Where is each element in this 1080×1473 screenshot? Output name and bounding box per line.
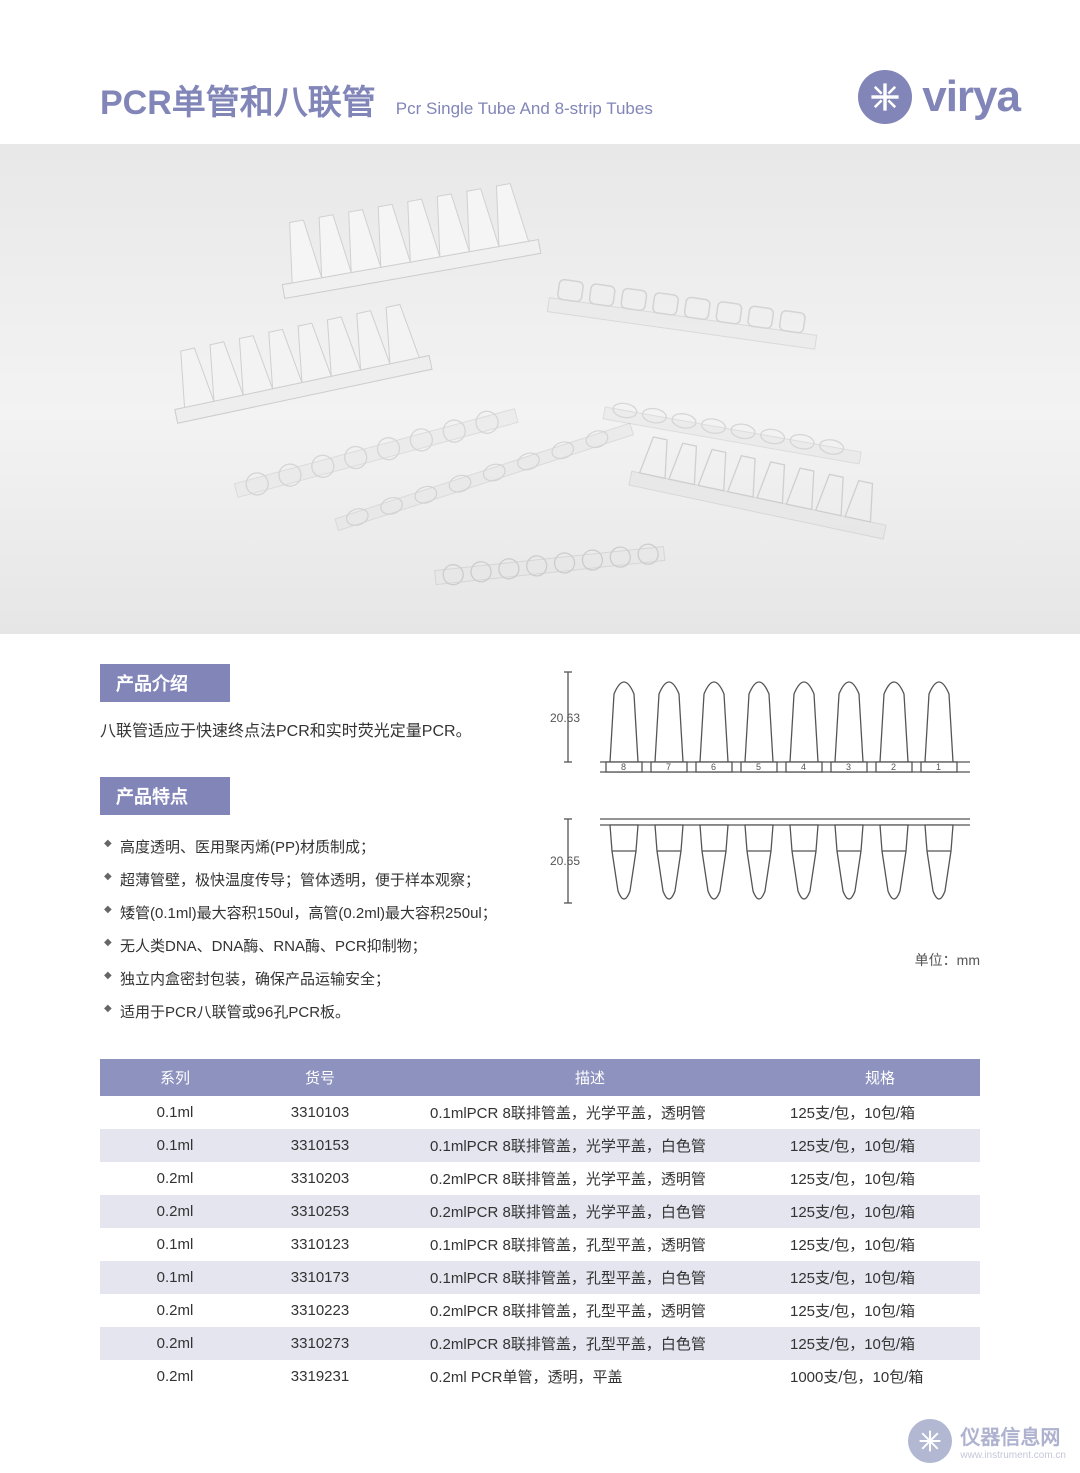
- section-intro-label: 产品介绍: [100, 664, 230, 702]
- table-cell: 3310123: [250, 1228, 390, 1261]
- col-header-code: 货号: [250, 1059, 390, 1096]
- table-cell: 125支/包，10包/箱: [760, 1162, 980, 1195]
- table-row: 0.1ml33101530.1mlPCR 8联排管盖，光学平盖，白色管125支/…: [100, 1129, 980, 1162]
- feature-item: 矮管(0.1ml)最大容积150ul，高管(0.2ml)最大容积250ul；: [100, 897, 520, 930]
- table-row: 0.1ml33101230.1mlPCR 8联排管盖，孔型平盖，透明管125支/…: [100, 1228, 980, 1261]
- table-cell: 0.1mlPCR 8联排管盖，孔型平盖，白色管: [390, 1261, 760, 1294]
- title-block: PCR单管和八联管 Pcr Single Tube And 8-strip Tu…: [100, 75, 653, 124]
- table-cell: 125支/包，10包/箱: [760, 1228, 980, 1261]
- table-cell: 3319231: [250, 1360, 390, 1393]
- table-cell: 0.2ml: [100, 1162, 250, 1195]
- table-cell: 3310153: [250, 1129, 390, 1162]
- col-header-spec: 规格: [760, 1059, 980, 1096]
- svg-text:2: 2: [891, 762, 896, 772]
- table-row: 0.2ml33102030.2mlPCR 8联排管盖，光学平盖，透明管125支/…: [100, 1162, 980, 1195]
- table-row: 0.1ml33101730.1mlPCR 8联排管盖，孔型平盖，白色管125支/…: [100, 1261, 980, 1294]
- svg-text:3: 3: [846, 762, 851, 772]
- brand-logo: virya: [858, 70, 1020, 124]
- brand-logo-icon: [858, 70, 912, 124]
- table-cell: 0.2mlPCR 8联排管盖，光学平盖，透明管: [390, 1162, 760, 1195]
- col-header-series: 系列: [100, 1059, 250, 1096]
- table-cell: 0.1mlPCR 8联排管盖，光学平盖，透明管: [390, 1096, 760, 1129]
- section-features-label: 产品特点: [100, 777, 230, 815]
- table-cell: 125支/包，10包/箱: [760, 1129, 980, 1162]
- brand-name: virya: [922, 72, 1020, 122]
- table-cell: 0.1ml: [100, 1228, 250, 1261]
- table-cell: 0.1mlPCR 8联排管盖，光学平盖，白色管: [390, 1129, 760, 1162]
- feature-item: 独立内盒密封包装，确保产品运输安全；: [100, 963, 520, 996]
- unit-label: 单位：mm: [550, 950, 980, 970]
- page-header: PCR单管和八联管 Pcr Single Tube And 8-strip Tu…: [0, 0, 1080, 144]
- hero-image: [0, 144, 1080, 634]
- logo-glyph-icon: [868, 80, 902, 114]
- svg-text:4: 4: [801, 762, 806, 772]
- svg-text:6: 6: [711, 762, 716, 772]
- dimension-diagram: 20.63 8 7 6 5 4 3 2 1 20.65: [550, 664, 980, 970]
- col-header-desc: 描述: [390, 1059, 760, 1096]
- feature-item: 高度透明、医用聚丙烯(PP)材质制成；: [100, 831, 520, 864]
- table-cell: 125支/包，10包/箱: [760, 1096, 980, 1129]
- spec-table: 系列 货号 描述 规格 0.1ml33101030.1mlPCR 8联排管盖，光…: [100, 1059, 980, 1393]
- table-cell: 3310203: [250, 1162, 390, 1195]
- table-cell: 0.1ml: [100, 1261, 250, 1294]
- svg-text:8: 8: [621, 762, 626, 772]
- table-cell: 3310253: [250, 1195, 390, 1228]
- table-cell: 3310273: [250, 1327, 390, 1360]
- features-list: 高度透明、医用聚丙烯(PP)材质制成； 超薄管壁，极快温度传导；管体透明，便于样…: [100, 831, 520, 1029]
- svg-text:1: 1: [936, 762, 941, 772]
- table-row: 0.2ml33192310.2ml PCR单管，透明，平盖1000支/包，10包…: [100, 1360, 980, 1393]
- table-row: 0.2ml33102230.2mlPCR 8联排管盖，孔型平盖，透明管125支/…: [100, 1294, 980, 1327]
- diagram-top-icon: 20.63 8 7 6 5 4 3 2 1: [550, 664, 980, 794]
- watermark-icon: [908, 1419, 952, 1463]
- watermark-text: 仪器信息网: [960, 1427, 1060, 1449]
- table-cell: 3310103: [250, 1096, 390, 1129]
- feature-item: 适用于PCR八联管或96孔PCR板。: [100, 996, 520, 1029]
- table-header-row: 系列 货号 描述 规格: [100, 1059, 980, 1096]
- table-cell: 0.1ml: [100, 1129, 250, 1162]
- table-cell: 3310223: [250, 1294, 390, 1327]
- watermark-url: www.instrument.com.cn: [960, 1450, 1066, 1461]
- table-row: 0.2ml33102730.2mlPCR 8联排管盖，孔型平盖，白色管125支/…: [100, 1327, 980, 1360]
- hero-product-illustration: [0, 144, 1080, 634]
- table-cell: 1000支/包，10包/箱: [760, 1360, 980, 1393]
- watermark: 仪器信息网 www.instrument.com.cn: [908, 1419, 1066, 1463]
- feature-item: 超薄管壁，极快温度传导；管体透明，便于样本观察；: [100, 864, 520, 897]
- svg-text:20.65: 20.65: [550, 854, 580, 868]
- table-cell: 0.2ml: [100, 1327, 250, 1360]
- feature-item: 无人类DNA、DNA酶、RNA酶、PCR抑制物；: [100, 930, 520, 963]
- table-cell: 0.2ml PCR单管，透明，平盖: [390, 1360, 760, 1393]
- title-en: Pcr Single Tube And 8-strip Tubes: [396, 99, 653, 119]
- title-cn: PCR单管和八联管: [100, 75, 376, 124]
- table-row: 0.2ml33102530.2mlPCR 8联排管盖，光学平盖，白色管125支/…: [100, 1195, 980, 1228]
- table-cell: 0.2ml: [100, 1195, 250, 1228]
- svg-text:7: 7: [666, 762, 671, 772]
- diagram-bottom-icon: 20.65: [550, 811, 980, 931]
- table-cell: 125支/包，10包/箱: [760, 1261, 980, 1294]
- table-cell: 0.1mlPCR 8联排管盖，孔型平盖，透明管: [390, 1228, 760, 1261]
- table-cell: 3310173: [250, 1261, 390, 1294]
- table-cell: 0.1ml: [100, 1096, 250, 1129]
- table-cell: 0.2ml: [100, 1360, 250, 1393]
- table-cell: 125支/包，10包/箱: [760, 1195, 980, 1228]
- table-cell: 0.2mlPCR 8联排管盖，光学平盖，白色管: [390, 1195, 760, 1228]
- table-cell: 0.2ml: [100, 1294, 250, 1327]
- intro-text: 八联管适应于快速终点法PCR和实时荧光定量PCR。: [100, 718, 520, 747]
- svg-text:5: 5: [756, 762, 761, 772]
- svg-text:20.63: 20.63: [550, 711, 580, 725]
- table-cell: 0.2mlPCR 8联排管盖，孔型平盖，透明管: [390, 1294, 760, 1327]
- table-cell: 0.2mlPCR 8联排管盖，孔型平盖，白色管: [390, 1327, 760, 1360]
- table-cell: 125支/包，10包/箱: [760, 1294, 980, 1327]
- table-row: 0.1ml33101030.1mlPCR 8联排管盖，光学平盖，透明管125支/…: [100, 1096, 980, 1129]
- table-cell: 125支/包，10包/箱: [760, 1327, 980, 1360]
